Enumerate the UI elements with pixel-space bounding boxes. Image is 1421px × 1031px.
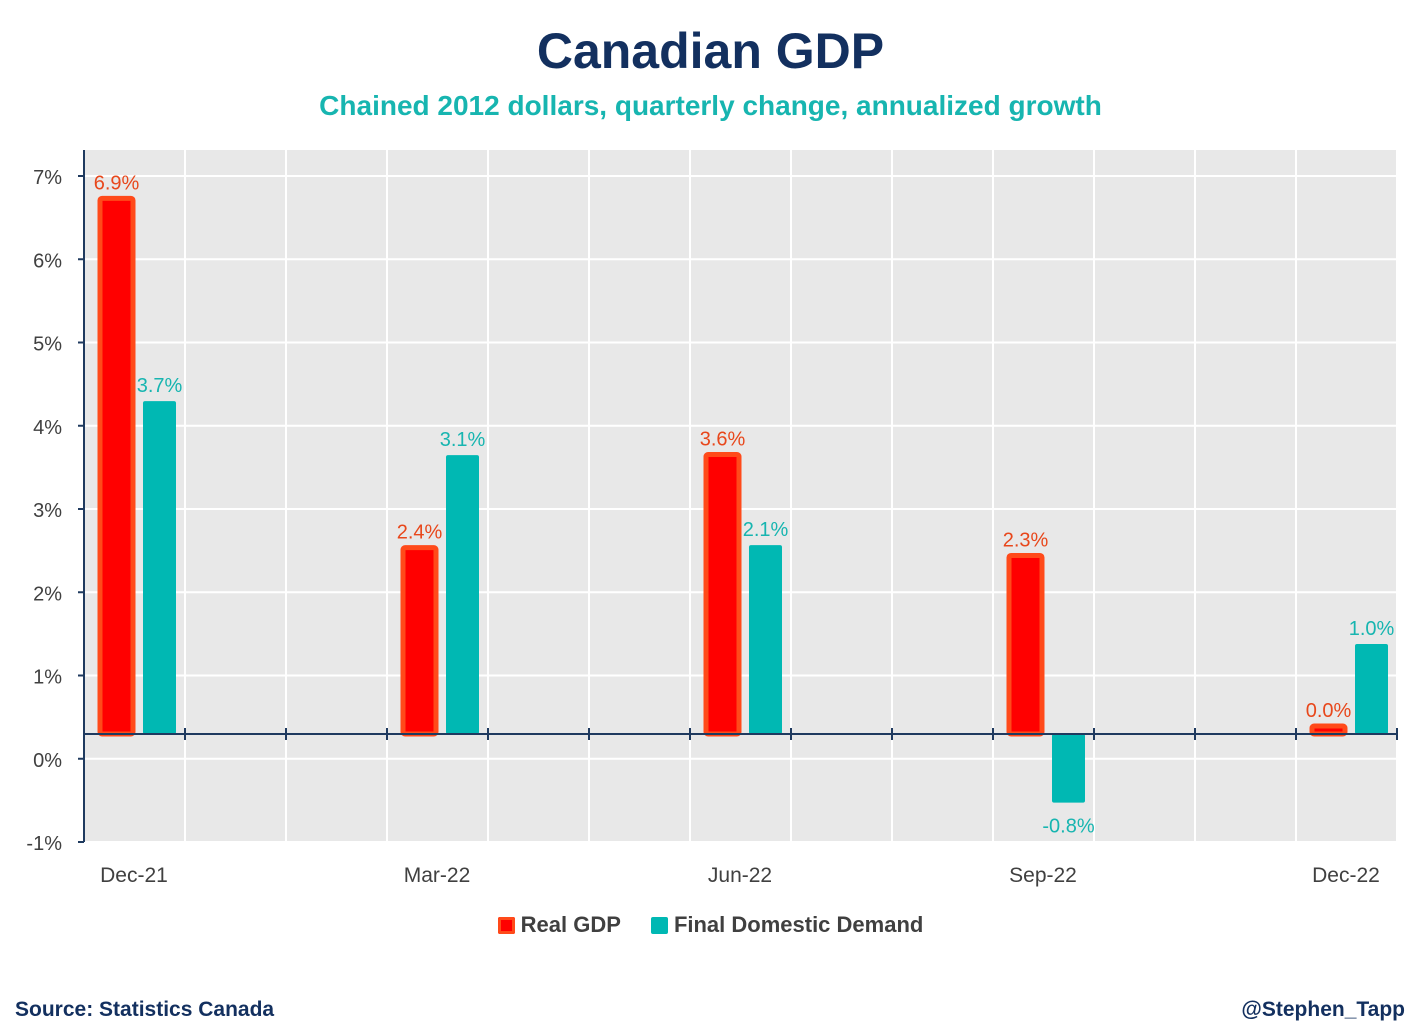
legend-swatch-final-domestic-demand <box>650 916 668 934</box>
x-tick-label: Sep-22 <box>1009 864 1077 887</box>
legend-swatch-real-gdp <box>497 916 515 934</box>
data-label-real-gdp: 2.4% <box>397 522 443 544</box>
data-label-final-domestic-demand: 3.7% <box>137 375 183 397</box>
chart-legend: Real GDP Final Domestic Demand <box>0 912 1421 938</box>
y-tick-label: 5% <box>33 334 62 356</box>
y-tick-label: 2% <box>33 583 62 605</box>
y-tick-label: -1% <box>26 833 62 855</box>
bar-real-gdp <box>400 545 439 737</box>
bar-real-gdp <box>1006 552 1045 737</box>
bar-final-domestic-demand <box>1052 734 1085 803</box>
x-tick-label: Dec-22 <box>1312 864 1380 887</box>
data-label-final-domestic-demand: -0.8% <box>1042 816 1094 838</box>
y-tick-label: 6% <box>33 250 62 272</box>
x-tick-label: Jun-22 <box>708 864 772 887</box>
chart-title: Canadian GDP <box>536 23 885 79</box>
chart-subtitle: Chained 2012 dollars, quarterly change, … <box>319 90 1102 121</box>
bar-real-gdp <box>1309 723 1348 737</box>
y-tick-label: 0% <box>33 750 62 772</box>
bar-final-domestic-demand <box>749 545 782 734</box>
legend-label-final-domestic-demand: Final Domestic Demand <box>673 912 924 937</box>
bars <box>97 195 1388 803</box>
data-label-real-gdp: 6.9% <box>94 172 140 194</box>
y-tick-label: 7% <box>33 167 62 189</box>
x-tick-label: Mar-22 <box>404 864 471 887</box>
data-label-real-gdp: 0.0% <box>1306 700 1352 722</box>
data-label-final-domestic-demand: 3.1% <box>440 429 486 451</box>
legend-label-real-gdp: Real GDP <box>520 912 621 937</box>
y-tick-label: 1% <box>33 667 62 689</box>
bar-real-gdp <box>703 452 742 737</box>
bar-final-domestic-demand <box>143 401 176 734</box>
data-label-real-gdp: 3.6% <box>700 429 746 451</box>
legend-item-final-domestic-demand: Final Domestic Demand <box>650 912 924 938</box>
legend-item-real-gdp: Real GDP <box>497 912 621 938</box>
data-label-real-gdp: 2.3% <box>1003 529 1049 551</box>
axes <box>78 150 1398 843</box>
author-label: @Stephen_Tapp <box>1241 998 1405 1021</box>
source-label: Source: Statistics Canada <box>15 998 275 1021</box>
bar-final-domestic-demand <box>1355 644 1388 734</box>
y-tick-label: 4% <box>33 417 62 439</box>
labels: -1% 0% 1% 2% 3% 4% 5% 6% 7% 6.9% 3.7% Dec-21 2.4% 3.1… <box>26 167 1394 887</box>
x-tick-label: Dec-21 <box>100 864 168 887</box>
data-label-final-domestic-demand: 1.0% <box>1349 618 1395 640</box>
bar-real-gdp <box>97 195 136 737</box>
bar-final-domestic-demand <box>446 455 479 734</box>
y-tick-label: 3% <box>33 500 62 522</box>
data-label-final-domestic-demand: 2.1% <box>743 519 789 541</box>
